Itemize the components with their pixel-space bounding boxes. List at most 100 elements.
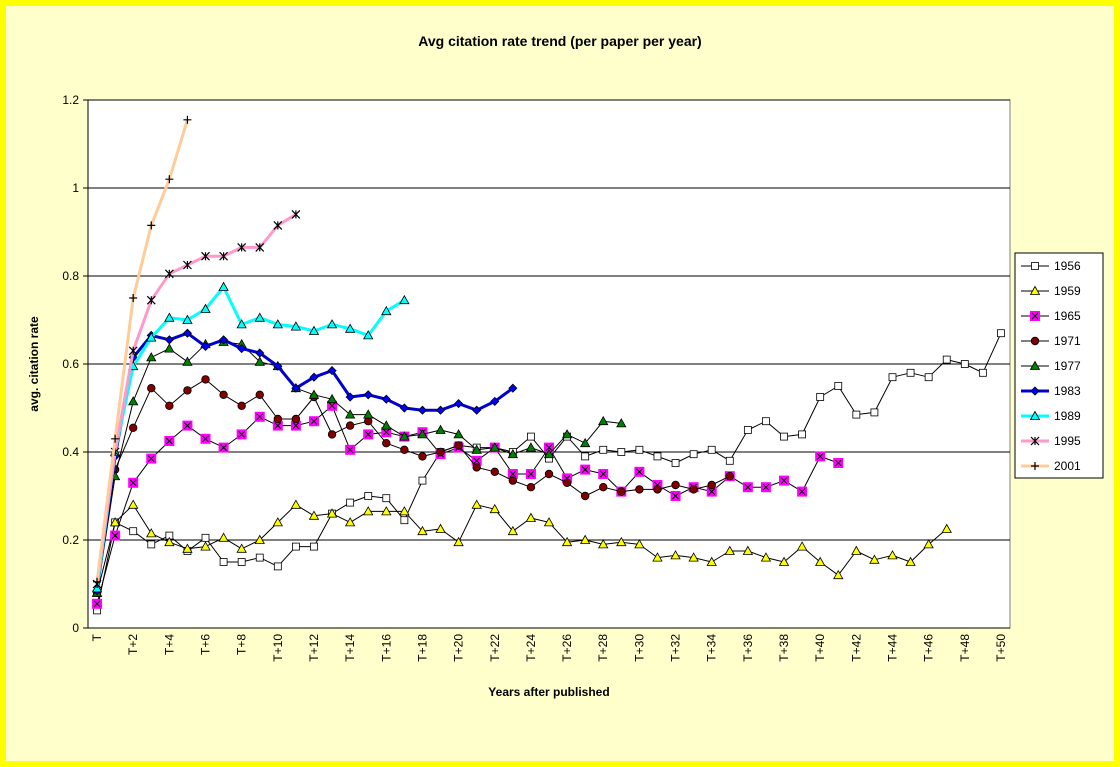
marker-cross <box>93 600 101 608</box>
marker <box>1029 285 1041 295</box>
marker <box>653 485 662 494</box>
marker <box>435 523 446 533</box>
x-tick-label: T+20 <box>452 634 466 662</box>
marker <box>834 382 843 390</box>
marker <box>725 472 734 481</box>
marker <box>364 492 373 500</box>
marker-cross <box>165 437 173 445</box>
marker <box>273 562 282 571</box>
x-tick-label: T+2 <box>126 634 140 655</box>
legend-label: 1956 <box>1054 259 1081 273</box>
marker <box>200 303 211 313</box>
legend-label: 1971 <box>1054 334 1081 348</box>
marker <box>743 426 752 434</box>
x-tick-label: T+32 <box>669 634 683 662</box>
marker <box>472 463 481 472</box>
marker <box>326 508 338 518</box>
marker <box>778 556 790 566</box>
marker <box>507 525 519 536</box>
marker <box>218 532 229 542</box>
marker <box>200 433 211 444</box>
marker <box>561 429 573 439</box>
marker-cross <box>708 488 716 495</box>
y-tick-label: 0.4 <box>62 445 79 459</box>
marker <box>978 368 987 377</box>
marker <box>92 598 103 609</box>
marker <box>435 424 446 434</box>
marker <box>344 409 356 419</box>
marker <box>852 410 861 419</box>
marker <box>798 430 806 439</box>
marker <box>290 499 302 509</box>
legend-label: 1989 <box>1054 409 1081 423</box>
marker <box>616 418 627 428</box>
marker <box>146 352 157 362</box>
marker-cross <box>364 431 372 438</box>
marker <box>363 390 373 400</box>
marker <box>201 533 210 542</box>
marker <box>308 416 319 427</box>
marker <box>417 429 428 439</box>
marker-cross <box>328 402 336 410</box>
marker <box>93 577 102 586</box>
marker <box>182 420 193 431</box>
x-tick-label: T+36 <box>741 634 755 662</box>
x-tick-label: T+24 <box>524 634 538 662</box>
marker <box>310 542 318 551</box>
y-tick-label: 1 <box>72 181 79 195</box>
marker-cross <box>672 492 679 500</box>
marker <box>111 434 120 443</box>
marker <box>400 516 409 525</box>
marker <box>236 319 247 329</box>
marker <box>128 396 139 406</box>
marker <box>254 312 265 322</box>
marker <box>742 482 753 493</box>
marker <box>272 517 284 527</box>
marker <box>707 445 716 454</box>
marker-cross <box>581 466 589 473</box>
marker <box>816 393 825 401</box>
marker <box>129 294 138 302</box>
marker-cross <box>798 488 806 495</box>
marker <box>599 445 608 454</box>
marker <box>183 260 192 270</box>
marker <box>381 506 392 516</box>
marker <box>688 552 699 562</box>
marker <box>490 467 499 476</box>
marker <box>326 319 338 329</box>
y-tick-label: 1.2 <box>62 93 79 107</box>
marker <box>525 512 537 522</box>
marker <box>1030 311 1040 321</box>
marker <box>869 554 880 564</box>
marker <box>273 220 283 230</box>
marker <box>780 432 788 441</box>
marker <box>888 373 897 382</box>
marker-cross <box>599 470 607 478</box>
marker <box>436 447 445 457</box>
marker <box>580 491 590 501</box>
x-tick-label: T+50 <box>994 634 1008 662</box>
marker <box>147 384 156 393</box>
marker <box>345 444 356 455</box>
marker <box>1030 436 1040 446</box>
marker <box>273 414 283 424</box>
marker <box>671 480 680 490</box>
marker <box>183 386 192 395</box>
marker <box>617 487 626 496</box>
marker <box>997 329 1005 338</box>
x-tick-label: T+18 <box>415 634 429 662</box>
marker <box>326 393 338 404</box>
marker <box>182 314 193 324</box>
marker-cross <box>762 483 770 491</box>
marker <box>147 540 156 549</box>
marker <box>344 517 356 527</box>
x-tick-label: T+44 <box>885 634 899 662</box>
marker <box>400 445 409 454</box>
y-axis-title: avg. citation rate <box>27 316 41 412</box>
marker <box>182 356 193 366</box>
marker <box>219 251 229 261</box>
marker <box>128 423 138 432</box>
marker <box>344 323 356 333</box>
marker <box>1030 336 1040 346</box>
marker <box>218 442 229 453</box>
